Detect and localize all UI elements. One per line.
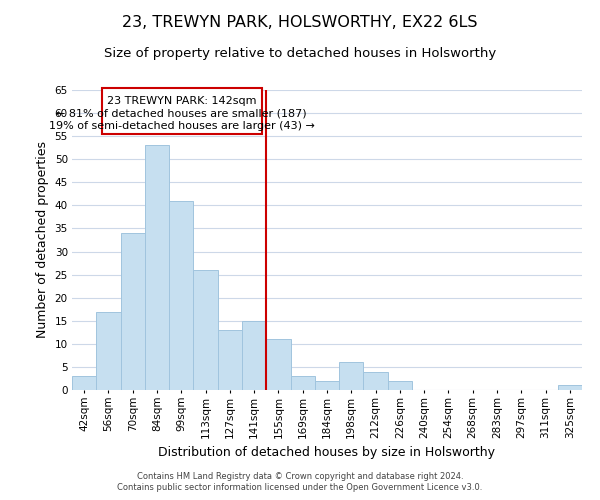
Bar [72,376,96,390]
Bar [193,270,218,390]
Bar [388,381,412,390]
Bar [339,362,364,390]
Text: 23 TREWYN PARK: 142sqm: 23 TREWYN PARK: 142sqm [107,96,257,106]
Bar [145,146,169,390]
Text: 19% of semi-detached houses are larger (43) →: 19% of semi-detached houses are larger (… [49,121,315,131]
Bar [96,312,121,390]
Bar [558,386,582,390]
Y-axis label: Number of detached properties: Number of detached properties [36,142,49,338]
FancyBboxPatch shape [101,88,262,134]
Bar [121,233,145,390]
Text: Contains public sector information licensed under the Open Government Licence v3: Contains public sector information licen… [118,484,482,492]
Bar [242,321,266,390]
Bar [290,376,315,390]
Text: 23, TREWYN PARK, HOLSWORTHY, EX22 6LS: 23, TREWYN PARK, HOLSWORTHY, EX22 6LS [122,15,478,30]
Text: Size of property relative to detached houses in Holsworthy: Size of property relative to detached ho… [104,48,496,60]
Bar [266,339,290,390]
Bar [315,381,339,390]
Bar [364,372,388,390]
X-axis label: Distribution of detached houses by size in Holsworthy: Distribution of detached houses by size … [158,446,496,459]
Bar [169,201,193,390]
Bar [218,330,242,390]
Text: ← 81% of detached houses are smaller (187): ← 81% of detached houses are smaller (18… [56,108,307,118]
Text: Contains HM Land Registry data © Crown copyright and database right 2024.: Contains HM Land Registry data © Crown c… [137,472,463,481]
